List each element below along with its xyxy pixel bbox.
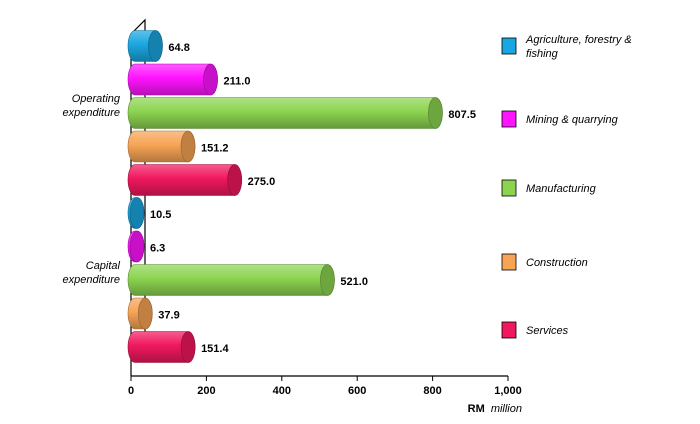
- bar-value-label: 151.4: [201, 343, 229, 355]
- x-axis-label-bold: RM: [468, 403, 485, 415]
- bar-end-cap: [227, 164, 242, 196]
- legend-swatch: [501, 110, 517, 128]
- category-label-line: expenditure: [63, 274, 121, 286]
- bar: [127, 63, 218, 96]
- legend-label: Services: [526, 325, 569, 337]
- legend-label-line: Manufacturing: [526, 183, 597, 195]
- bar-value-label: 521.0: [340, 276, 368, 288]
- x-tick-label: 800: [423, 385, 441, 397]
- category-label-line: expenditure: [63, 107, 121, 119]
- category-label-line: Capital: [86, 260, 121, 272]
- bar: [127, 331, 196, 363]
- category-labels: Operating expenditure Capital expenditure: [63, 93, 121, 286]
- bar-end-cap: [428, 97, 443, 129]
- x-tick-label: 0: [128, 385, 134, 397]
- bar-value-label: 275.0: [248, 176, 276, 188]
- bar-end-cap: [320, 264, 335, 296]
- bar: [127, 97, 443, 129]
- bar-end-cap: [129, 230, 145, 263]
- bar-end-cap: [129, 197, 145, 229]
- bar-end-cap: [148, 30, 163, 62]
- bar-value-label: 64.8: [168, 42, 189, 54]
- bar-value-label: 151.2: [201, 143, 229, 155]
- legend-item: Agriculture, forestry & fishing: [501, 34, 632, 60]
- x-tick-label: 200: [197, 385, 215, 397]
- bar: [127, 197, 145, 229]
- category-label: Capital expenditure: [63, 260, 121, 286]
- x-ticks: 0 200 400 600 800 1,000: [128, 376, 522, 397]
- legend-label-line: Services: [526, 325, 569, 337]
- x-tick-label: 1,000: [494, 385, 522, 397]
- legend-swatch: [501, 321, 517, 339]
- value-labels: 64.8 211.0 807.5 151.2 275.0 10.5 6.3 521.0 37.9…: [150, 42, 476, 355]
- x-axis-label: RM million: [468, 403, 522, 415]
- legend-item: Manufacturing: [501, 179, 597, 197]
- category-label: Operating expenditure: [63, 93, 121, 119]
- bar-end-cap: [180, 130, 196, 163]
- bar: [127, 30, 163, 62]
- bar-body: [127, 264, 335, 296]
- legend-swatch: [501, 253, 517, 271]
- bar-value-label: 807.5: [448, 109, 476, 121]
- legend-item: Construction: [501, 253, 588, 271]
- bar-end-cap: [180, 331, 196, 363]
- bar-end-cap: [137, 297, 153, 330]
- legend-label-line: fishing: [526, 48, 559, 60]
- x-axis-label-rest: million: [491, 403, 522, 415]
- legend-label-line: Mining & quarrying: [526, 114, 619, 126]
- bar: [127, 230, 145, 263]
- x-tick-label: 400: [273, 385, 291, 397]
- legend-label-line: Construction: [526, 257, 588, 269]
- bar: [127, 130, 196, 163]
- bar-end-cap: [203, 63, 218, 96]
- legend-item: Services: [501, 321, 569, 339]
- bar-value-label: 6.3: [150, 243, 165, 255]
- bar-value-label: 10.5: [150, 209, 171, 221]
- category-label-line: Operating: [72, 93, 121, 105]
- bar: [127, 264, 335, 296]
- bar: [127, 297, 153, 330]
- legend-label: Mining & quarrying: [526, 114, 619, 126]
- legend-label: Agriculture, forestry & fishing: [525, 34, 632, 60]
- legend-label: Construction: [526, 257, 588, 269]
- legend: Agriculture, forestry & fishing Mining & q…: [501, 34, 632, 339]
- legend-item: Mining & quarrying: [501, 110, 619, 128]
- legend-swatch: [501, 37, 517, 55]
- legend-swatch: [501, 179, 517, 197]
- bar: [127, 164, 242, 196]
- legend-label-line: Agriculture, forestry &: [525, 34, 632, 46]
- bar-body: [127, 164, 242, 196]
- x-tick-label: 600: [348, 385, 366, 397]
- legend-label: Manufacturing: [526, 183, 597, 195]
- bar-body: [127, 97, 443, 129]
- bar-value-label: 37.9: [158, 310, 179, 322]
- bars: [127, 30, 443, 363]
- bar-value-label: 211.0: [224, 76, 251, 88]
